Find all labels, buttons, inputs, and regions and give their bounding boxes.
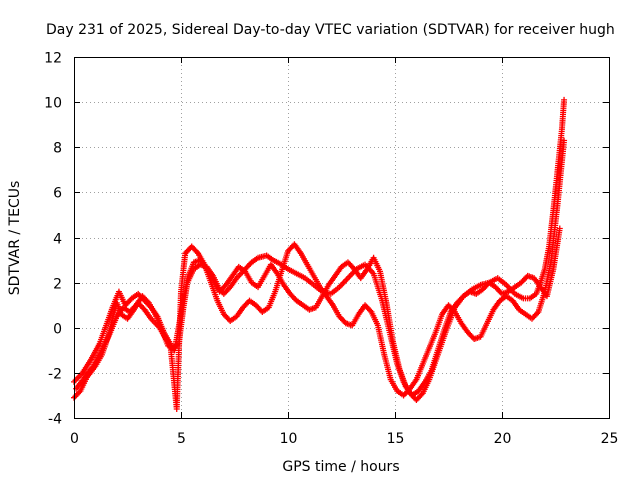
y-tick-label: 6 [53, 186, 62, 202]
chart-title: Day 231 of 2025, Sidereal Day-to-day VTE… [46, 22, 615, 38]
data-series [71, 96, 568, 412]
axes: 0 5 10 15 20 25 -4 -2 0 2 4 6 8 10 12 [44, 51, 618, 448]
grid [74, 57, 609, 418]
series-track-1 [71, 96, 568, 403]
y-tick-label: -4 [48, 412, 62, 428]
x-tick-label: 5 [177, 431, 186, 447]
x-axis-label: GPS time / hours [282, 459, 399, 475]
data-point [561, 96, 568, 103]
data-point [561, 137, 568, 144]
y-tick-label: 2 [53, 277, 62, 293]
y-tick-label: 10 [44, 96, 62, 112]
y-tick-label: 0 [53, 322, 62, 338]
x-tick-label: 10 [280, 431, 298, 447]
y-tick-label: -2 [48, 367, 62, 383]
y-tick-label: 12 [44, 51, 62, 67]
y-tick-label: 8 [53, 141, 62, 157]
series-track-2 [71, 137, 568, 412]
y-axis-label: SDTVAR / TECUs [7, 181, 23, 296]
x-tick-label: 20 [494, 431, 512, 447]
series-track-3 [73, 225, 563, 399]
x-tick-label: 25 [601, 431, 619, 447]
data-point [556, 225, 563, 232]
y-tick-label: 4 [53, 232, 62, 248]
x-tick-label: 15 [387, 431, 405, 447]
x-tick-label: 0 [70, 431, 79, 447]
